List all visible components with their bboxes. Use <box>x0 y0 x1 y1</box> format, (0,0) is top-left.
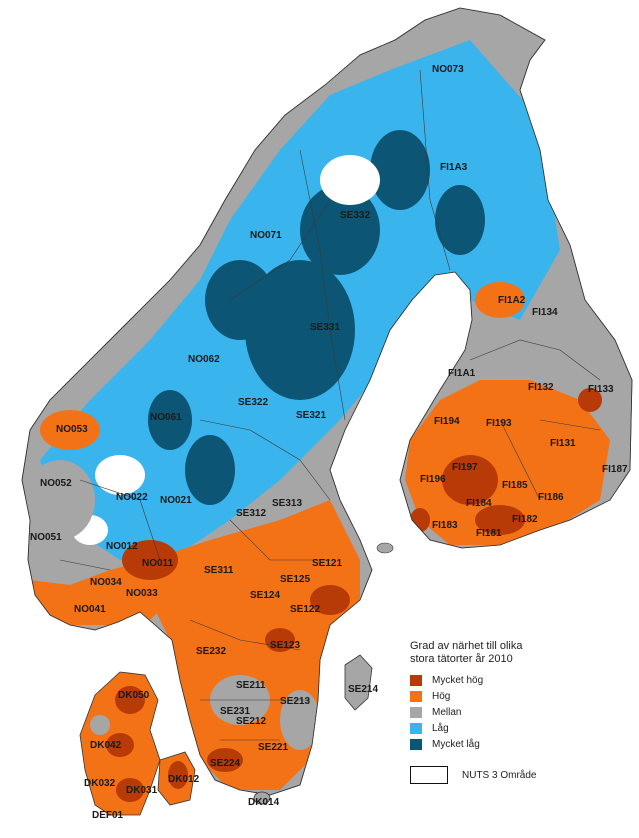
legend-label-high: Hög <box>432 690 451 702</box>
region-label-no022: NO022 <box>116 492 148 503</box>
legend-swatch-high <box>410 690 422 702</box>
region-label-fi1a1: FI1A1 <box>448 368 476 379</box>
region-label-fi132: FI132 <box>528 382 554 393</box>
region-label-fi197: FI197 <box>452 462 478 473</box>
region-label-no021: NO021 <box>160 495 192 506</box>
gotland-land <box>344 654 373 711</box>
legend-item-medium: Mellan <box>410 704 600 720</box>
region-label-def01: DEF01 <box>92 810 124 821</box>
region-label-no062: NO062 <box>188 354 220 365</box>
region-label-fi184: FI184 <box>466 498 492 509</box>
region-label-no012: NO012 <box>106 541 138 552</box>
region-label-se122: SE122 <box>290 604 320 615</box>
legend-item-very-low: Mycket låg <box>410 736 600 752</box>
region-label-dk014: DK014 <box>248 797 280 808</box>
legend-label-very-low: Mycket låg <box>432 738 480 750</box>
region-label-fi187: FI187 <box>602 464 628 475</box>
bornholm-land <box>253 791 271 805</box>
region-label-se313: SE313 <box>272 498 302 509</box>
region-label-se214: SE214 <box>348 684 378 695</box>
legend-title-line1: Grad av närhet till olika <box>410 640 523 652</box>
region-label-dk032: DK032 <box>84 778 116 789</box>
region-label-se224: SE224 <box>210 758 240 769</box>
region-label-se231: SE231 <box>220 706 250 717</box>
region-label-no052: NO052 <box>40 478 72 489</box>
region-label-no033: NO033 <box>126 588 158 599</box>
region-label-se322: SE322 <box>238 397 268 408</box>
region-label-no034: NO034 <box>90 577 122 588</box>
region-label-se125: SE125 <box>280 574 310 585</box>
aland-land <box>376 542 394 554</box>
region-label-no073: NO073 <box>432 64 464 75</box>
region-label-se311: SE311 <box>204 565 234 576</box>
region-label-se221: SE221 <box>258 742 288 753</box>
region-label-se312: SE312 <box>236 508 266 519</box>
region-label-fi193: FI193 <box>486 418 512 429</box>
legend-item-low: Låg <box>410 720 600 736</box>
region-label-se124: SE124 <box>250 590 280 601</box>
legend-nuts-swatch <box>410 766 448 784</box>
region-label-se121: SE121 <box>312 558 342 569</box>
region-label-dk050: DK050 <box>118 690 150 701</box>
region-label-se123: SE123 <box>270 640 300 651</box>
legend-label-medium: Mellan <box>432 706 462 718</box>
region-label-se332: SE332 <box>340 210 370 221</box>
legend-list: Mycket hög Hög Mellan Låg Mycket låg <box>400 672 600 752</box>
legend-swatch-very-high <box>410 674 422 686</box>
region-label-dk031: DK031 <box>126 785 158 796</box>
region-label-fi186: FI186 <box>538 492 564 503</box>
region-label-fi183: FI183 <box>432 520 458 531</box>
legend-nuts-item: NUTS 3 Område <box>410 766 600 784</box>
region-label-no061: NO061 <box>150 412 182 423</box>
region-label-se212: SE212 <box>236 716 266 727</box>
region-label-fi185: FI185 <box>502 480 528 491</box>
legend: Grad av närhet till olika stora tätorter… <box>400 640 600 784</box>
legend-swatch-low <box>410 722 422 734</box>
region-labels: NO073 SE332 FI1A3 NO071 FI1A2 FI134 SE331 NO062… <box>30 64 628 821</box>
legend-label-very-high: Mycket hög <box>432 674 484 686</box>
region-label-se321: SE321 <box>296 410 326 421</box>
region-label-fi182: FI182 <box>512 514 538 525</box>
region-label-se211: SE211 <box>236 680 266 691</box>
region-label-fi1a3: FI1A3 <box>440 162 468 173</box>
legend-swatch-medium <box>410 706 422 718</box>
legend-nuts-label: NUTS 3 Område <box>462 769 537 781</box>
nuts-borders <box>59 69 601 741</box>
region-label-se331: SE331 <box>310 322 340 333</box>
region-label-fi1a2: FI1A2 <box>498 295 526 306</box>
legend-label-low: Låg <box>432 722 449 734</box>
legend-item-very-high: Mycket hög <box>410 672 600 688</box>
region-label-fi194: FI194 <box>434 416 460 427</box>
region-label-no051: NO051 <box>30 532 62 543</box>
region-label-se232: SE232 <box>196 646 226 657</box>
region-label-no041: NO041 <box>74 604 106 615</box>
region-label-fi133: FI133 <box>588 384 614 395</box>
region-label-se213: SE213 <box>280 696 310 707</box>
legend-title-line2: stora tätorter år 2010 <box>410 653 513 665</box>
legend-swatch-very-low <box>410 738 422 750</box>
region-label-dk012: DK012 <box>168 774 200 785</box>
legend-title: Grad av närhet till olika stora tätorter… <box>410 640 600 666</box>
scandinavia-zones <box>25 40 630 790</box>
region-label-fi131: FI131 <box>550 438 576 449</box>
region-label-fi134: FI134 <box>532 307 558 318</box>
region-label-no011: NO011 <box>142 558 174 569</box>
region-label-no071: NO071 <box>250 230 282 241</box>
region-label-fi181: FI181 <box>476 528 502 539</box>
region-label-dk042: DK042 <box>90 740 122 751</box>
region-label-fi196: FI196 <box>420 474 446 485</box>
legend-item-high: Hög <box>410 688 600 704</box>
region-label-no053: NO053 <box>56 424 88 435</box>
